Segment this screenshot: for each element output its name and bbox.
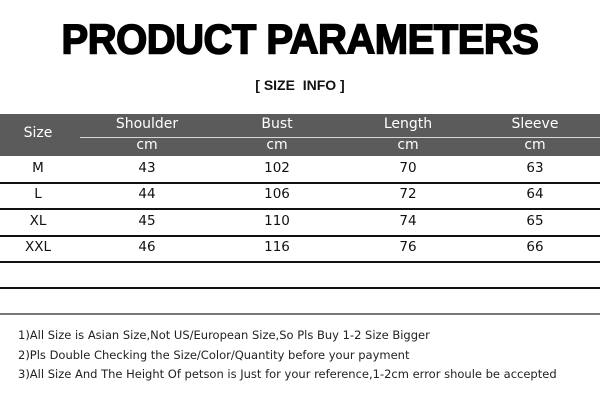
empty-row xyxy=(0,263,600,289)
value-cell: 63 xyxy=(526,160,544,176)
page-title: PRODUCT PARAMETERS xyxy=(61,16,540,64)
value-cell: 102 xyxy=(264,160,290,176)
value-cell: 116 xyxy=(264,239,290,255)
divider xyxy=(0,313,600,315)
column-header: Bust xyxy=(261,116,293,132)
value-cell: 45 xyxy=(138,213,156,229)
section-subtitle: [ SIZE INFO ] xyxy=(255,77,345,93)
table-row: XL 45 110 74 65 xyxy=(0,209,600,237)
table-row: L 44 106 72 64 xyxy=(0,182,600,210)
size-cell: M xyxy=(32,160,44,176)
size-cell: XXL xyxy=(24,239,52,255)
size-cell: L xyxy=(34,186,42,202)
size-cell: XL xyxy=(29,213,47,229)
value-cell: 72 xyxy=(399,186,417,202)
table-row: XXL 46 116 76 66 xyxy=(0,235,600,263)
column-unit: cm xyxy=(397,137,419,153)
value-cell: 76 xyxy=(399,239,417,255)
value-cell: 106 xyxy=(264,186,290,202)
note: 2)Pls Double Checking the Size/Color/Qua… xyxy=(18,347,410,362)
column-unit: cm xyxy=(136,137,158,153)
column-header: Sleeve xyxy=(511,116,559,132)
value-cell: 110 xyxy=(264,213,290,229)
value-cell: 44 xyxy=(138,186,156,202)
column-unit: cm xyxy=(524,137,546,153)
value-cell: 46 xyxy=(138,239,156,255)
value-cell: 65 xyxy=(526,213,544,229)
value-cell: 66 xyxy=(526,239,544,255)
value-cell: 74 xyxy=(399,213,417,229)
value-cell: 70 xyxy=(399,160,417,176)
note: 1)All Size is Asian Size,Not US/European… xyxy=(18,328,430,342)
column-unit: cm xyxy=(266,137,288,153)
column-header: Shoulder xyxy=(115,116,179,132)
column-header: Length xyxy=(383,116,433,132)
note: 3)All Size And The Height Of petson is J… xyxy=(18,367,557,381)
size-column-header: Size xyxy=(23,125,53,141)
header-divider xyxy=(80,137,600,138)
value-cell: 64 xyxy=(526,186,544,202)
size-notes: 1)All Size is Asian Size,Not US/European… xyxy=(18,326,557,385)
value-cell: 43 xyxy=(138,160,156,176)
table-row: M 43 102 70 63 xyxy=(0,156,600,184)
table-header: Size Shoulder cm Bust cm Length cm Sleev… xyxy=(0,114,600,156)
